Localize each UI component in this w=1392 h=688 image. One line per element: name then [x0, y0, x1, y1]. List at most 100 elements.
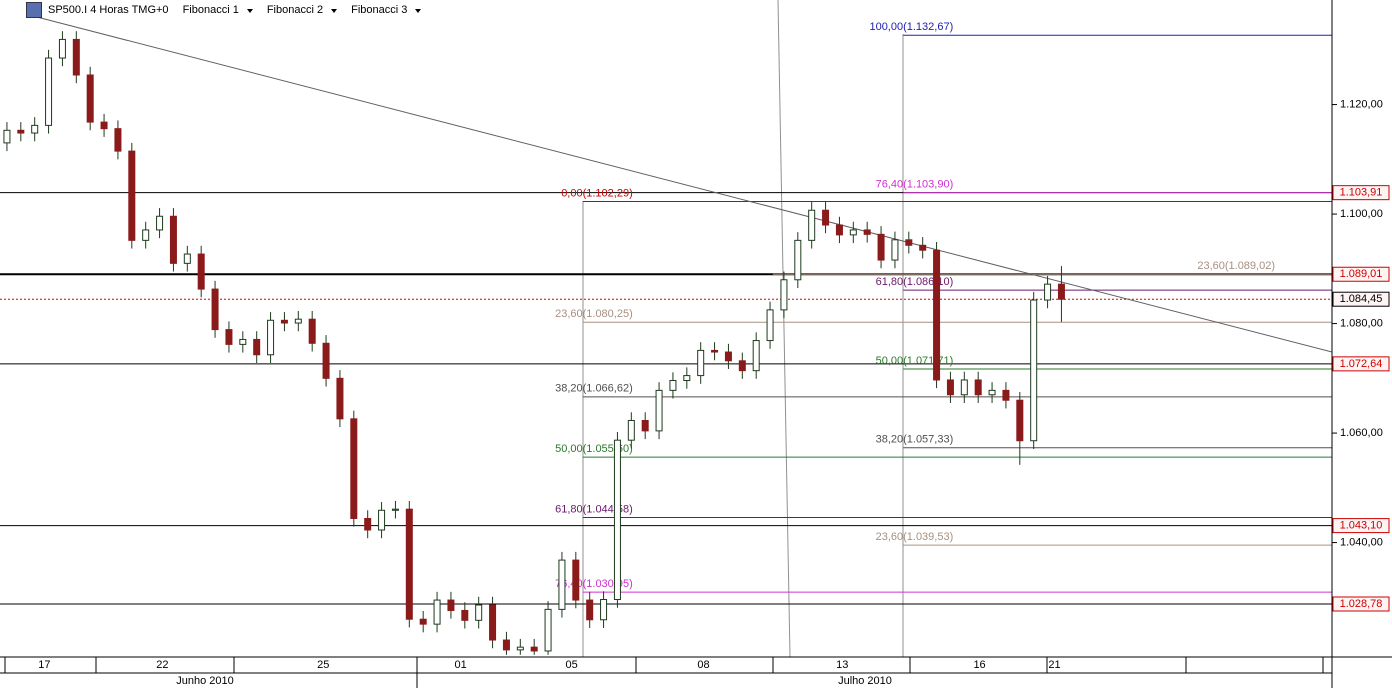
price-label: 1.028,78	[1340, 598, 1383, 610]
candle-body	[336, 377, 344, 420]
candle-body	[72, 38, 80, 76]
candle-body	[405, 508, 413, 620]
candle-body	[669, 380, 677, 391]
candle-body	[655, 389, 663, 432]
candle-body	[905, 239, 913, 246]
candle-body	[475, 604, 483, 621]
candle-body	[280, 319, 288, 324]
fib-label: 23,60(1.089,02)	[1197, 260, 1275, 272]
candle-body	[766, 309, 774, 342]
candle-body	[974, 379, 982, 396]
candle-body	[697, 349, 705, 377]
candle-body	[142, 229, 150, 241]
candle-body	[308, 318, 316, 344]
candle-body	[891, 239, 899, 261]
y-tick-label: 1.100,00	[1340, 208, 1383, 220]
x-tick-label: 05	[566, 659, 578, 671]
candle-body	[447, 599, 455, 611]
candle-body	[156, 215, 164, 231]
month-label: Julho 2010	[838, 675, 892, 687]
candle-body	[960, 379, 968, 396]
fib-label: 100,00(1.132,67)	[869, 21, 953, 33]
menu[interactable]: Fibonacci 1	[183, 4, 253, 16]
candle-body	[86, 74, 94, 123]
candle-body	[294, 318, 302, 324]
candle-body	[627, 419, 635, 441]
fib-label: 61,80(1.044,58)	[555, 503, 633, 515]
price-label-box	[1332, 596, 1390, 612]
price-label-box	[1332, 518, 1390, 534]
candle-body	[808, 209, 816, 241]
candle-body	[600, 599, 608, 621]
candle-body	[45, 57, 53, 126]
fib-label: 76,40(1.030,95)	[555, 578, 633, 590]
candle-body	[391, 508, 399, 511]
fib-label: 50,00(1.055,60)	[555, 443, 633, 455]
x-tick-label: 13	[836, 659, 848, 671]
candle-body	[502, 639, 510, 651]
x-tick-label: 21	[1048, 659, 1060, 671]
candle-body	[461, 609, 469, 621]
menu[interactable]: Fibonacci 2	[267, 4, 337, 16]
price-label-box	[1332, 356, 1390, 372]
fib-label: 23,60(1.039,53)	[876, 531, 954, 543]
candle-body	[835, 224, 843, 236]
candle-body	[17, 129, 25, 134]
candle-body	[711, 349, 719, 353]
candle-body	[988, 389, 996, 396]
candle-body	[946, 379, 954, 396]
candle-body	[433, 599, 441, 625]
price-label: 1.089,01	[1340, 268, 1383, 280]
fib-label: 38,20(1.057,33)	[876, 434, 954, 446]
candle-body	[114, 128, 122, 152]
candle-body	[877, 233, 885, 261]
plot-area: 0,00(1.102,29) 23,60(1.080,25) 38,20(1.066…	[0, 0, 1332, 657]
fib-label: 76,40(1.103,90)	[876, 179, 954, 191]
candle-body	[586, 599, 594, 621]
candle-body	[919, 244, 927, 251]
candle-body	[544, 608, 552, 652]
x-tick-label: 22	[156, 659, 168, 671]
candle-body	[364, 517, 372, 531]
candle-body	[322, 342, 330, 379]
candle-body	[933, 249, 941, 381]
fib-label: 50,00(1.071,71)	[876, 355, 954, 367]
candle-body	[530, 646, 538, 652]
price-label-box	[1332, 291, 1390, 307]
fib-label: 61,80(1.086,10)	[876, 276, 954, 288]
price-label: 1.072,64	[1340, 358, 1383, 370]
candle-body	[31, 124, 39, 134]
candle-body	[863, 229, 871, 235]
y-tick-label: 1.120,00	[1340, 98, 1383, 110]
candle-body	[350, 418, 358, 519]
candle-body	[128, 150, 136, 241]
candle-body	[3, 129, 11, 144]
candle-body	[516, 646, 524, 651]
candle-body	[572, 559, 580, 601]
menu[interactable]: Fibonacci 3	[351, 4, 421, 16]
symbol: SP500.I 4 Horas TMG+0	[48, 4, 169, 16]
x-tick-label: 25	[317, 659, 329, 671]
candle-body	[253, 338, 261, 356]
price-label: 1.084,45	[1340, 293, 1383, 305]
price-label-box	[1332, 185, 1390, 201]
candle-body	[58, 38, 66, 59]
y-tick-label: 1.060,00	[1340, 427, 1383, 439]
candle-body	[558, 559, 566, 610]
fib-label: 38,20(1.066,62)	[555, 383, 633, 395]
x-tick-label: 08	[697, 659, 709, 671]
candle-body	[211, 288, 219, 331]
date-separators	[4, 657, 1324, 688]
candle-body	[849, 229, 857, 236]
candle-body	[641, 419, 649, 432]
candle-body	[1044, 283, 1052, 301]
candle-body	[683, 375, 691, 382]
y-tick-label: 1.040,00	[1340, 536, 1383, 548]
candle-body	[419, 618, 427, 625]
x-tick-label: 01	[455, 659, 467, 671]
candle-body	[738, 360, 746, 372]
candle-body	[1002, 389, 1010, 401]
